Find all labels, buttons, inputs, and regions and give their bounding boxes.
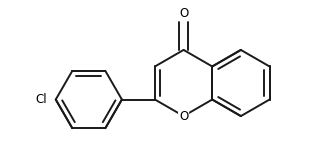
Text: Cl: Cl [36, 93, 48, 106]
Text: O: O [179, 7, 188, 20]
Text: O: O [179, 110, 188, 123]
